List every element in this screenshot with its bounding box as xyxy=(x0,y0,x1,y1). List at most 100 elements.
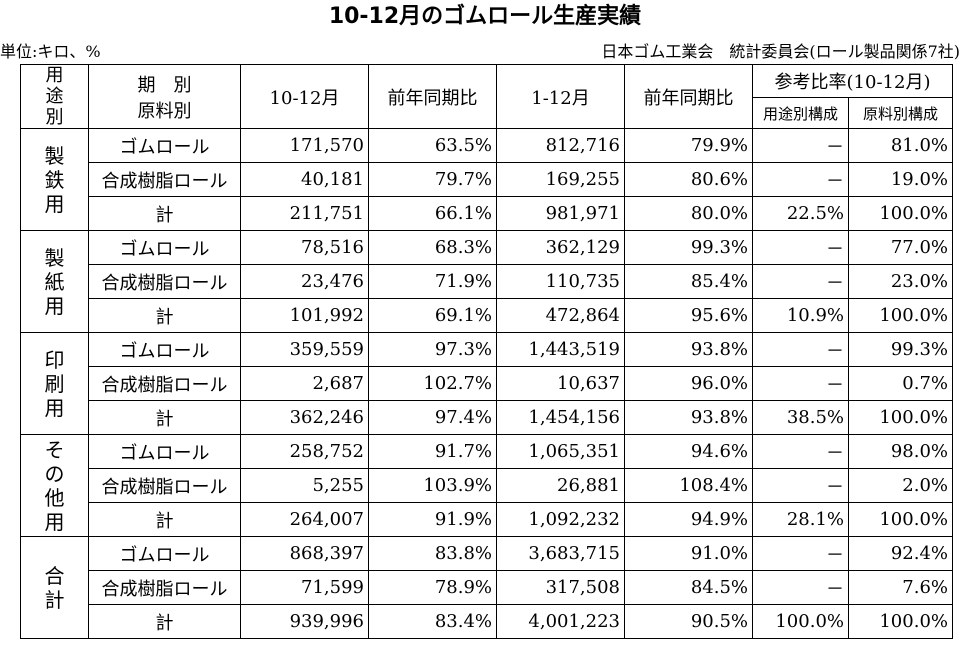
group-label-text: 製紙用 xyxy=(44,245,65,318)
year-value: 169,255 xyxy=(496,162,625,197)
usage-ratio-value: 10.9% xyxy=(752,298,849,333)
q4-value: 40,181 xyxy=(240,162,369,197)
table-row: 計 101,992 69.1% 472,864 95.6% 10.9% 100.0% xyxy=(21,298,953,333)
year-yoy-value: 95.6% xyxy=(624,298,753,333)
group-label-text: 製鉄用 xyxy=(44,143,65,216)
year-value: 110,735 xyxy=(496,264,625,299)
group-label-text: 合計 xyxy=(44,563,65,612)
q4-value: 2,687 xyxy=(240,366,369,401)
table-row: 合成樹脂ロール 2,687 102.7% 10,637 96.0% － 0.7% xyxy=(21,366,953,401)
year-yoy-value: 79.9% xyxy=(624,128,753,163)
table-row: 合成樹脂ロール 71,599 78.9% 317,508 84.5% － 7.6% xyxy=(21,570,953,605)
usage-ratio-value: － xyxy=(752,162,849,197)
q4-value: 264,007 xyxy=(240,502,369,537)
q4-yoy-value: 102.7% xyxy=(368,366,497,401)
material-ratio-value: 77.0% xyxy=(848,230,953,265)
usage-ratio-value: － xyxy=(752,128,849,163)
q4-value: 868,397 xyxy=(240,536,369,571)
row-name: 合成樹脂ロール xyxy=(88,468,241,503)
q4-yoy-value: 97.4% xyxy=(368,400,497,435)
table-row: 計 939,996 83.4% 4,001,223 90.5% 100.0% 100.0% xyxy=(21,604,953,639)
q4-yoy-value: 97.3% xyxy=(368,332,497,367)
q4-value: 171,570 xyxy=(240,128,369,163)
q4-yoy-value: 78.9% xyxy=(368,570,497,605)
row-name: 計 xyxy=(88,502,241,537)
row-name: 合成樹脂ロール xyxy=(88,570,241,605)
unit-label: 単位:キロ、% xyxy=(0,42,101,61)
year-value: 1,092,232 xyxy=(496,502,625,537)
table-row: 製鉄用 ゴムロール 171,570 63.5% 812,716 79.9% － 81.0% xyxy=(20,128,953,231)
year-value: 1,454,156 xyxy=(496,400,625,435)
year-value: 26,881 xyxy=(496,468,625,503)
header-material: 原料別 xyxy=(137,100,192,122)
year-yoy-value: 94.9% xyxy=(624,502,753,537)
material-ratio-value: 100.0% xyxy=(848,400,953,435)
group-label-text: その他用 xyxy=(44,437,65,534)
year-yoy-value: 85.4% xyxy=(624,264,753,299)
material-ratio-value: 98.0% xyxy=(848,434,953,469)
header-usage: 用途別 xyxy=(20,64,89,129)
header-ref-material: 原料別構成 xyxy=(848,97,953,129)
production-table: 用途別 期 別 原料別 10-12月 前年同期比 1-12月 前年同期比 参考比… xyxy=(20,64,953,639)
q4-yoy-value: 66.1% xyxy=(368,196,497,231)
q4-yoy-value: 83.8% xyxy=(368,536,497,571)
material-ratio-value: 100.0% xyxy=(848,502,953,537)
material-ratio-value: 81.0% xyxy=(848,128,953,163)
usage-ratio-value: － xyxy=(752,264,849,299)
table-row: 製紙用 ゴムロール 78,516 68.3% 362,129 99.3% － 77.0% xyxy=(20,230,953,333)
usage-ratio-value: 28.1% xyxy=(752,502,849,537)
header-year-yoy: 前年同期比 xyxy=(624,64,753,129)
usage-ratio-value: 100.0% xyxy=(752,604,849,639)
header-ref-usage: 用途別構成 xyxy=(752,97,849,129)
q4-yoy-value: 83.4% xyxy=(368,604,497,639)
year-value: 981,971 xyxy=(496,196,625,231)
year-value: 317,508 xyxy=(496,570,625,605)
material-ratio-value: 19.0% xyxy=(848,162,953,197)
q4-yoy-value: 69.1% xyxy=(368,298,497,333)
group-label: 印刷用 xyxy=(20,332,89,435)
year-value: 3,683,715 xyxy=(496,536,625,571)
q4-value: 939,996 xyxy=(240,604,369,639)
row-name: 合成樹脂ロール xyxy=(88,162,241,197)
group-label: 合計 xyxy=(20,536,89,639)
usage-ratio-value: － xyxy=(752,366,849,401)
table-row: 合成樹脂ロール 5,255 103.9% 26,881 108.4% － 2.0% xyxy=(21,468,953,503)
material-ratio-value: 100.0% xyxy=(848,298,953,333)
material-ratio-value: 0.7% xyxy=(848,366,953,401)
table-row: 計 362,246 97.4% 1,454,156 93.8% 38.5% 100.0% xyxy=(21,400,953,435)
year-yoy-value: 99.3% xyxy=(624,230,753,265)
q4-yoy-value: 63.5% xyxy=(368,128,497,163)
q4-value: 5,255 xyxy=(240,468,369,503)
header-year: 1-12月 xyxy=(496,64,625,129)
usage-ratio-value: － xyxy=(752,570,849,605)
page-title: 10-12月のゴムロール生産実績 xyxy=(328,4,642,29)
header-ref-ratio: 参考比率(10-12月) xyxy=(752,64,953,98)
q4-value: 359,559 xyxy=(240,332,369,367)
table-row: 合成樹脂ロール 40,181 79.7% 169,255 80.6% － 19.0% xyxy=(21,162,953,197)
table-body: 製鉄用 ゴムロール 171,570 63.5% 812,716 79.9% － 81.0% 合成… xyxy=(20,128,953,639)
row-name: ゴムロール xyxy=(88,128,241,163)
group-label-text: 印刷用 xyxy=(44,347,65,420)
row-name: 計 xyxy=(88,196,241,231)
material-ratio-value: 100.0% xyxy=(848,604,953,639)
q4-yoy-value: 79.7% xyxy=(368,162,497,197)
q4-value: 71,599 xyxy=(240,570,369,605)
year-value: 812,716 xyxy=(496,128,625,163)
usage-ratio-value: 22.5% xyxy=(752,196,849,231)
table-row: 計 264,007 91.9% 1,092,232 94.9% 28.1% 100.0% xyxy=(21,502,953,537)
usage-ratio-value: － xyxy=(752,230,849,265)
usage-ratio-value: － xyxy=(752,434,849,469)
row-name: ゴムロール xyxy=(88,332,241,367)
year-yoy-value: 108.4% xyxy=(624,468,753,503)
table-row: 合成樹脂ロール 23,476 71.9% 110,735 85.4% － 23.0% xyxy=(21,264,953,299)
q4-yoy-value: 68.3% xyxy=(368,230,497,265)
material-ratio-value: 99.3% xyxy=(848,332,953,367)
material-ratio-value: 92.4% xyxy=(848,536,953,571)
q4-value: 78,516 xyxy=(240,230,369,265)
year-value: 362,129 xyxy=(496,230,625,265)
table-row: その他用 ゴムロール 258,752 91.7% 1,065,351 94.6% － 98.0… xyxy=(20,434,953,537)
usage-ratio-value: － xyxy=(752,468,849,503)
row-name: 計 xyxy=(88,400,241,435)
header-q4: 10-12月 xyxy=(240,64,369,129)
group-label: その他用 xyxy=(20,434,89,537)
